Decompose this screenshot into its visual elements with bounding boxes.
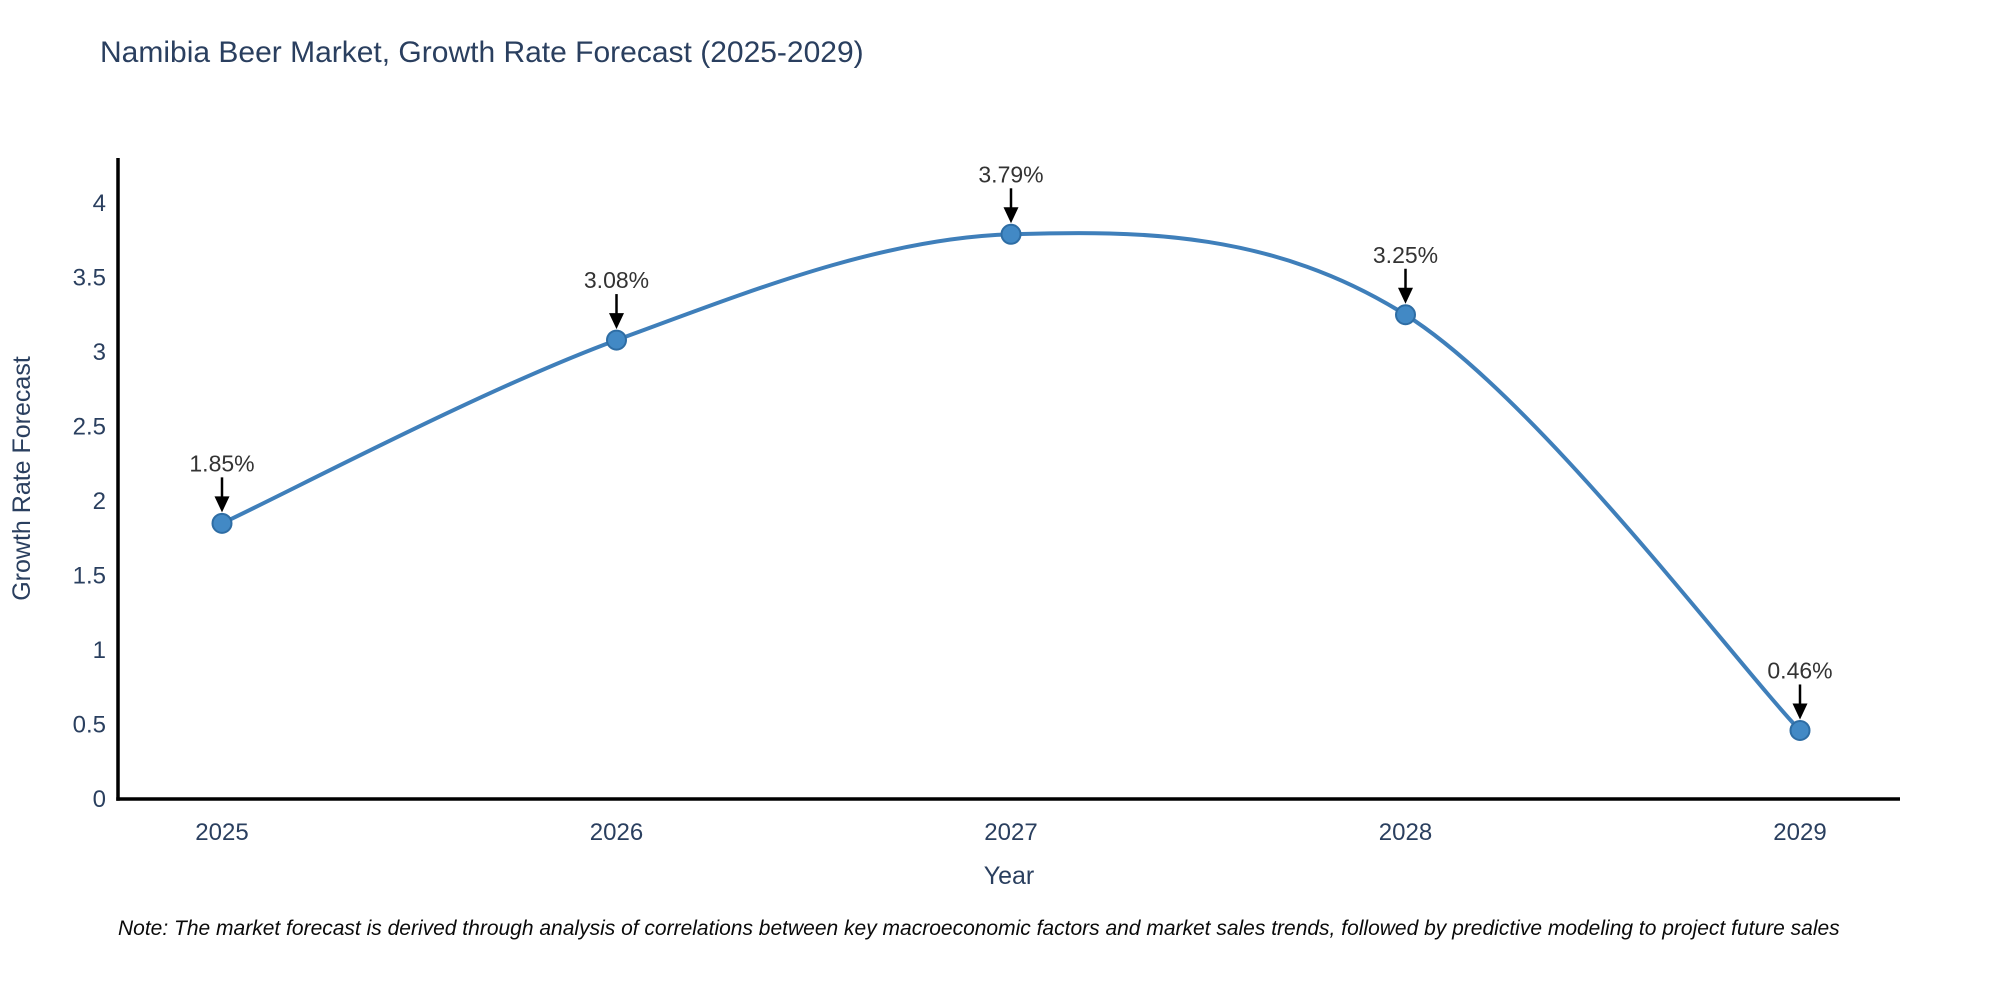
annotation-arrowhead-icon [1398, 287, 1413, 304]
x-tick-label: 2026 [590, 819, 643, 846]
annotation-arrowhead-icon [214, 496, 230, 513]
data-point-2026 [606, 329, 627, 351]
data-point-2028 [1395, 304, 1416, 326]
x-tick-label: 2027 [984, 819, 1037, 846]
x-tick-label: 2029 [1773, 819, 1826, 846]
footnote-text: Note: The market forecast is derived thr… [118, 917, 1840, 940]
y-tick-label: 4 [93, 190, 106, 217]
y-tick-label: 0 [93, 786, 106, 813]
annotation-label: 0.46% [1767, 657, 1832, 683]
annotation-arrowhead-icon [1792, 703, 1808, 720]
chart-title: Namibia Beer Market, Growth Rate Forecas… [100, 36, 864, 69]
annotation-label: 1.85% [189, 450, 254, 476]
y-axis-title: Growth Rate Forecast [8, 356, 36, 601]
data-point-2027 [1000, 223, 1022, 245]
y-tick-label: 1 [93, 637, 106, 664]
y-tick-label: 2 [93, 488, 106, 515]
x-tick-label: 2028 [1379, 819, 1432, 846]
annotation-arrowhead-icon [1003, 207, 1019, 224]
annotation-label: 3.79% [978, 161, 1043, 187]
y-tick-label: 0.5 [73, 712, 106, 739]
data-point-2025 [211, 512, 233, 534]
y-tick-label: 3 [93, 339, 106, 366]
annotation-label: 3.08% [584, 267, 649, 293]
y-tick-label: 3.5 [73, 265, 106, 292]
x-axis-title: Year [984, 862, 1035, 890]
y-tick-label: 1.5 [73, 563, 106, 590]
trend-line [220, 231, 1802, 733]
annotation-label: 3.25% [1373, 242, 1438, 268]
x-tick-label: 2025 [195, 819, 248, 846]
data-point-2029 [1789, 719, 1811, 741]
y-tick-label: 2.5 [73, 414, 106, 441]
annotation-arrowhead-icon [609, 313, 624, 330]
